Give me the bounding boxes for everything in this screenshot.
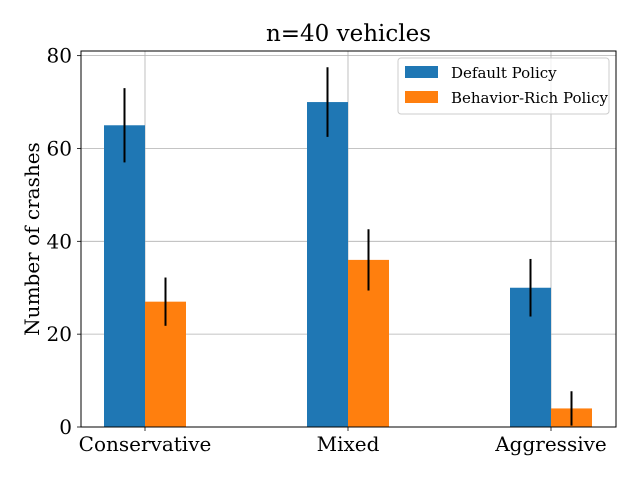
x-tick-label-mixed: Mixed (317, 432, 380, 456)
legend: Default Policy Behavior-Rich Policy (397, 57, 610, 115)
bar-default-policy-conservative (104, 125, 145, 427)
plot-frame (80, 50, 617, 428)
x-tick-label-conservative: Conservative (79, 432, 212, 456)
ticks-layer: 0 20 40 60 80 Conservative Mixed Aggressive (47, 44, 607, 456)
y-tick-label-60: 60 (47, 136, 72, 160)
bars-layer (104, 102, 592, 427)
legend-swatch-behavior-rich-policy (405, 91, 438, 103)
y-tick-label-20: 20 (47, 322, 72, 346)
legend-label-default-policy: Default Policy (451, 64, 557, 82)
chart-title: n=40 vehicles (266, 21, 431, 47)
y-tick-label-80: 80 (47, 44, 72, 68)
legend-box (397, 57, 610, 115)
legend-label-behavior-rich-policy: Behavior-Rich Policy (451, 89, 608, 107)
bar-default-policy-mixed (307, 102, 348, 427)
x-tick-label-aggressive: Aggressive (494, 432, 607, 456)
error-bars-layer (123, 67, 573, 426)
y-axis-label: Number of crashes (20, 142, 44, 336)
y-tick-label-0: 0 (59, 415, 72, 439)
legend-swatch-default-policy (405, 66, 438, 78)
y-tick-label-40: 40 (47, 229, 72, 253)
